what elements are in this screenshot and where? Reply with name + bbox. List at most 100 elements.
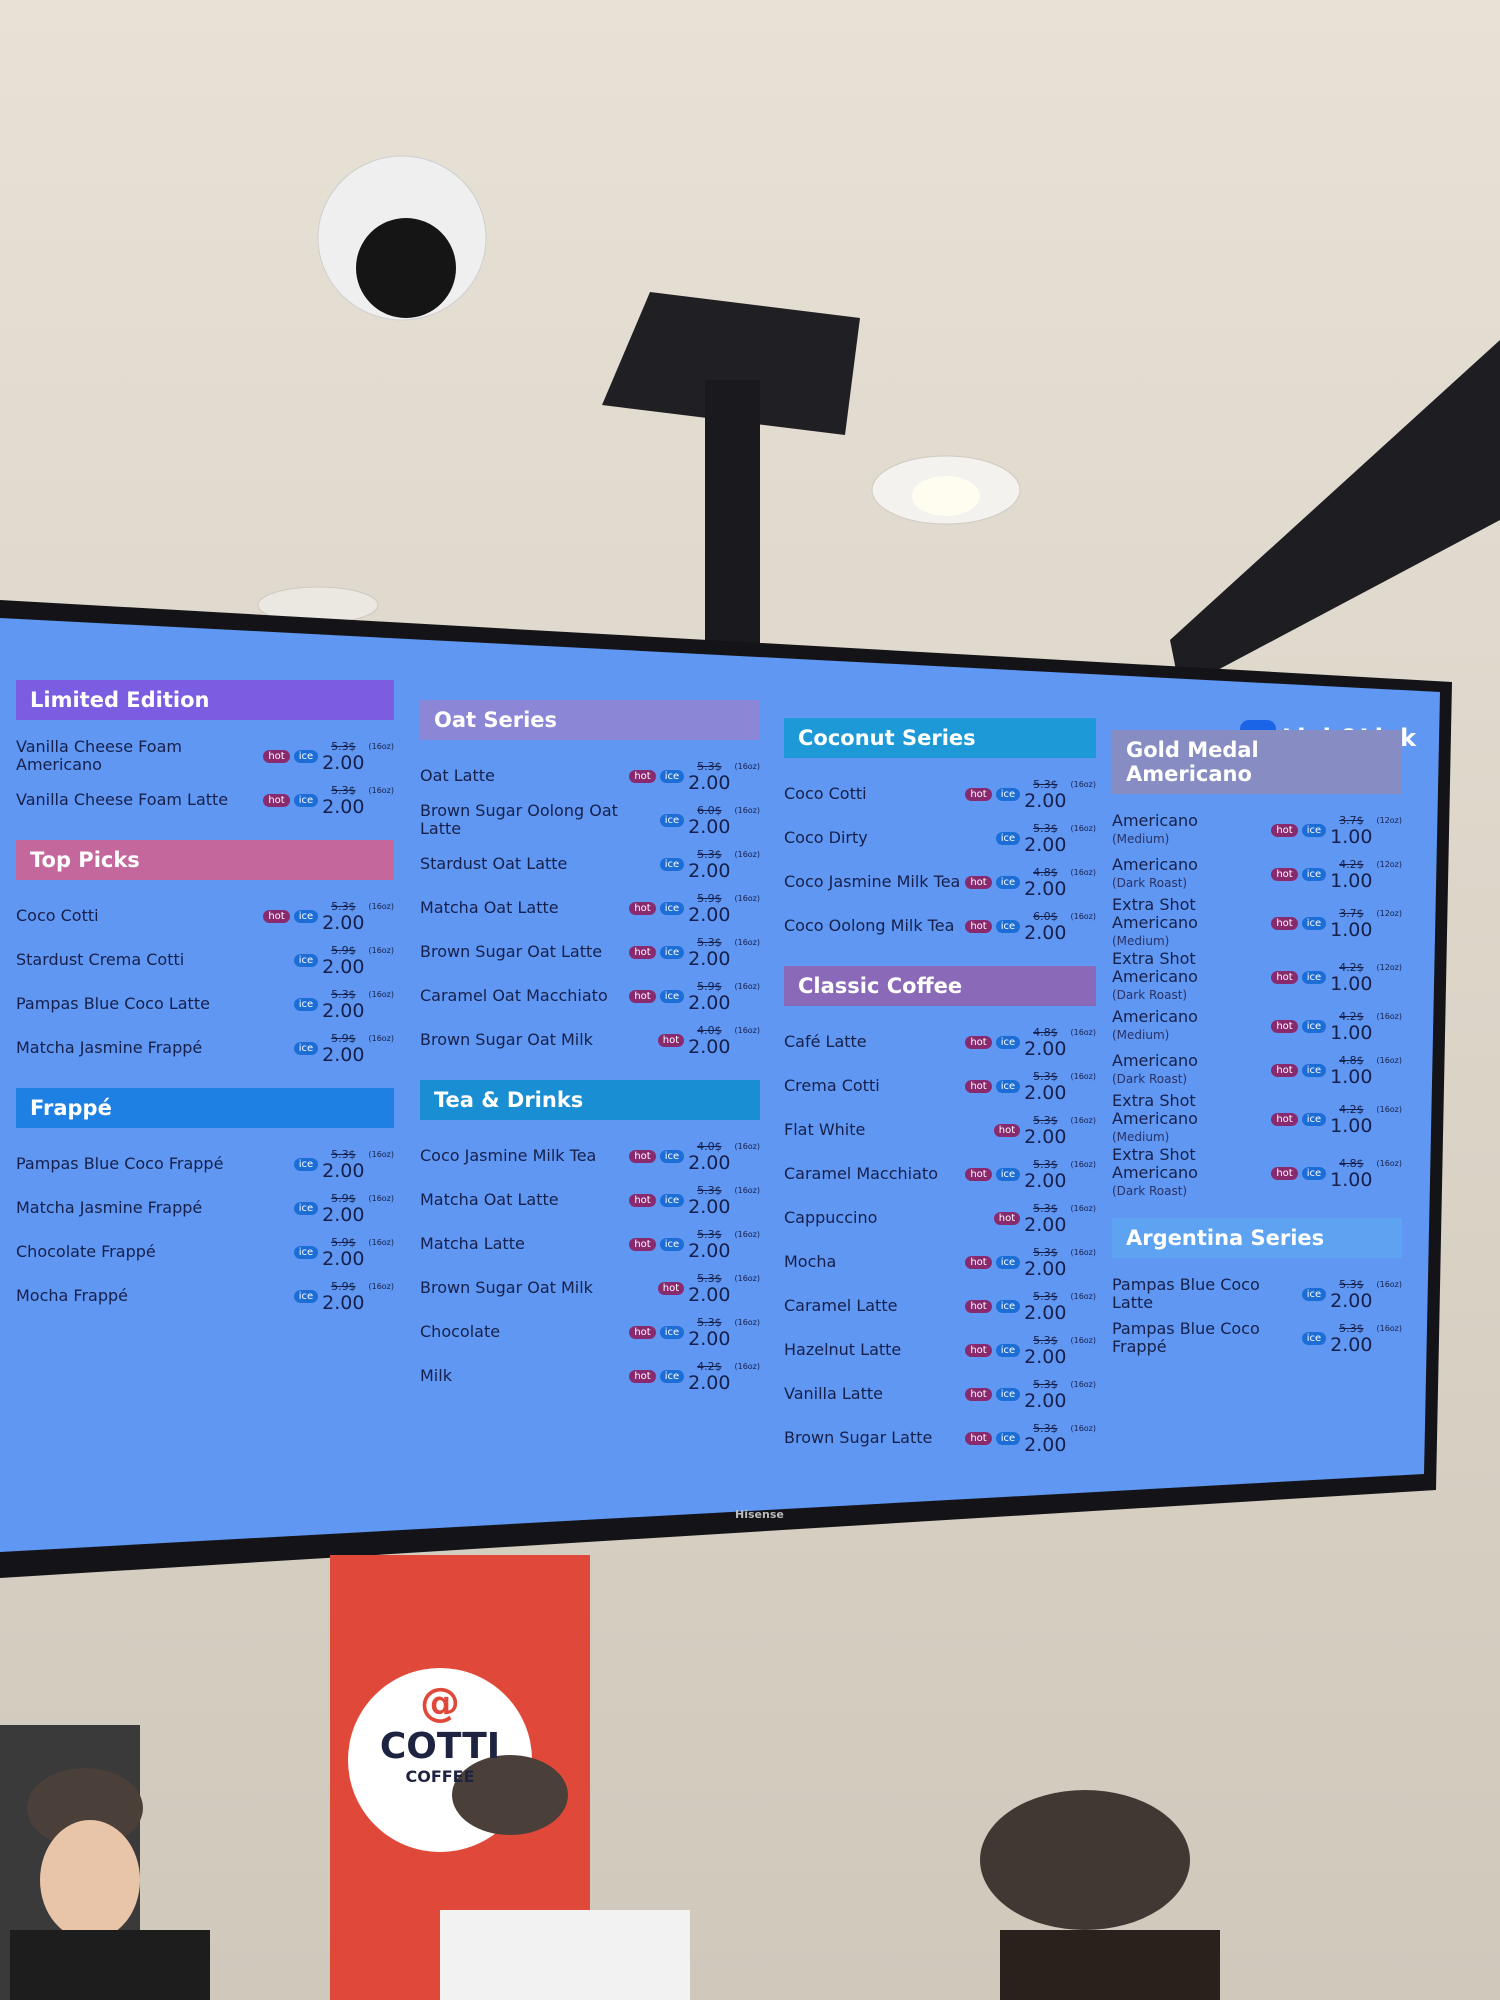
old-price: 4.2$	[697, 1359, 722, 1373]
new-price: 2.00	[688, 859, 731, 882]
menu-item: Extra Shot Americano (Medium) hot ice 4.2$ 1.…	[1112, 1092, 1402, 1146]
menu-section: Oat Series Oat Latte hot ice 5.3$ 2.00 (16oz) B…	[420, 700, 760, 1062]
item-label: Coco Dirty	[784, 829, 868, 847]
section-title: Tea & Drinks	[420, 1080, 760, 1120]
temperature-tag: ice	[659, 945, 685, 959]
temperature-tag: ice	[659, 769, 685, 783]
temperature-tag: ice	[293, 1157, 319, 1171]
new-price: 2.00	[1024, 1125, 1067, 1148]
item-price-area: hot ice 4.0$ 2.00 (16oz)	[629, 1140, 760, 1173]
item-name: Coco Cotti	[16, 906, 99, 925]
menu-item: Coco Jasmine Milk Tea hot ice 4.0$ 2.00 (16oz…	[420, 1134, 760, 1178]
new-price: 2.00	[688, 1371, 731, 1394]
new-price: 2.00	[688, 947, 731, 970]
item-price-area: ice 5.9$ 2.00 (16oz)	[293, 1032, 394, 1065]
item-name: Brown Sugar Oat Milk	[420, 1030, 593, 1049]
temperature-tag: ice	[995, 1343, 1021, 1357]
old-price: 3.7$	[1339, 813, 1364, 827]
old-price: 5.9$	[331, 1235, 356, 1249]
menu-item: Oat Latte hot ice 5.3$ 2.00 (16oz)	[420, 754, 760, 798]
item-name: Coco Oolong Milk Tea	[784, 916, 955, 935]
menu-item: Chocolate Frappé ice 5.9$ 2.00 (16oz)	[16, 1230, 394, 1274]
new-price: 2.00	[322, 1291, 365, 1314]
price: 4.0$ 2.00	[688, 1140, 730, 1173]
old-price: 5.3$	[697, 1315, 722, 1329]
item-note: (Dark Roast)	[1112, 1072, 1188, 1086]
price: 5.3$ 2.00	[688, 760, 730, 793]
temperature-tag: hot	[993, 1211, 1021, 1225]
section-title: Limited Edition	[16, 680, 394, 720]
temperature-tag: ice	[1301, 970, 1327, 984]
temperature-tag: ice	[995, 875, 1021, 889]
item-name: Pampas Blue Coco Frappé	[1112, 1319, 1260, 1356]
item-name: Extra Shot Americano	[1112, 949, 1198, 986]
price: 5.3$ 2.00	[1330, 1278, 1372, 1311]
item-label: Vanilla Latte	[784, 1385, 883, 1403]
new-price: 1.00	[1330, 918, 1373, 941]
temperature-tag: hot	[629, 901, 656, 915]
temperature-tag: hot	[263, 909, 290, 923]
old-price: 5.9$	[331, 1031, 356, 1045]
item-label: Brown Sugar Latte	[784, 1429, 932, 1447]
item-label: Americano (Dark Roast)	[1112, 856, 1198, 892]
old-price: 5.3$	[697, 935, 722, 949]
item-price-area: hot 5.3$ 2.00 (16oz)	[993, 1202, 1096, 1235]
section-title: Frappé	[16, 1088, 394, 1128]
item-price-area: hot ice 4.2$ 1.00 (16oz)	[1271, 1010, 1402, 1043]
old-price: 5.3$	[697, 1183, 722, 1197]
new-price: 2.00	[688, 815, 731, 838]
temperature-tag: hot	[263, 793, 290, 807]
item-name: Café Latte	[784, 1032, 867, 1051]
temperature-tag: ice	[995, 919, 1021, 933]
cup-size: (16oz)	[368, 785, 394, 795]
item-label: Matcha Jasmine Frappé	[16, 1039, 202, 1057]
price: 5.9$ 2.00	[322, 1032, 364, 1065]
temperature-tag: ice	[659, 857, 685, 871]
item-price-area: ice 5.3$ 2.00 (16oz)	[293, 988, 394, 1021]
new-price: 2.00	[1024, 789, 1067, 812]
section-title: Top Picks	[16, 840, 394, 880]
price: 4.2$ 1.00	[1330, 961, 1372, 994]
item-label: Brown Sugar Oat Milk	[420, 1031, 593, 1049]
cup-size: (16oz)	[734, 1141, 760, 1151]
price: 6.0$ 2.00	[688, 804, 730, 837]
price: 5.3$ 2.00	[322, 1148, 364, 1181]
menu-item: Caramel Oat Macchiato hot ice 5.9$ 2.00 (16oz…	[420, 974, 760, 1018]
menu-item: Hazelnut Latte hot ice 5.3$ 2.00 (16oz)	[784, 1328, 1096, 1372]
old-price: 4.2$	[1339, 857, 1364, 871]
new-price: 1.00	[1330, 1114, 1373, 1137]
temperature-tag: ice	[1301, 1063, 1327, 1077]
menu-item: Matcha Jasmine Frappé ice 5.9$ 2.00 (16oz)	[16, 1026, 394, 1070]
price: 5.3$ 2.00	[1024, 1114, 1066, 1147]
temperature-tag: ice	[1301, 1112, 1327, 1126]
new-price: 2.00	[688, 991, 731, 1014]
item-name: Matcha Oat Latte	[420, 1190, 559, 1209]
cup-size: (16oz)	[734, 1273, 760, 1283]
price: 3.7$ 1.00	[1330, 907, 1372, 940]
price: 4.2$ 1.00	[1330, 858, 1372, 891]
price: 5.3$ 2.00	[322, 988, 364, 1021]
menu-item: Café Latte hot ice 4.8$ 2.00 (16oz)	[784, 1020, 1096, 1064]
temperature-tag: ice	[293, 1245, 319, 1259]
item-name: Matcha Jasmine Frappé	[16, 1038, 203, 1057]
price: 5.3$ 2.00	[1024, 822, 1066, 855]
new-price: 2.00	[1024, 1169, 1067, 1192]
old-price: 5.3$	[331, 739, 356, 753]
item-price-area: ice 5.9$ 2.00 (16oz)	[293, 944, 394, 977]
temperature-tag: ice	[995, 1035, 1021, 1049]
menu-item: Extra Shot Americano (Medium) hot ice 3.7$ 1.…	[1112, 896, 1402, 950]
temperature-tag: ice	[995, 831, 1021, 845]
menu-item: Matcha Oat Latte hot ice 5.9$ 2.00 (16oz)	[420, 886, 760, 930]
price: 4.2$ 1.00	[1330, 1010, 1372, 1043]
tv-brand: Hisense	[735, 1508, 784, 1521]
temperature-tag: ice	[995, 1079, 1021, 1093]
item-price-area: ice 5.3$ 2.00 (16oz)	[293, 1148, 394, 1181]
old-price: 5.3$	[1033, 777, 1058, 791]
menu-section: Argentina Series Pampas Blue Coco Latte ic…	[1112, 1218, 1402, 1360]
menu-section: Limited Edition Vanilla Cheese Foam Ameri…	[16, 680, 394, 822]
temperature-tag: ice	[659, 1149, 685, 1163]
cap	[980, 1790, 1190, 1930]
old-price: 4.2$	[1339, 1009, 1364, 1023]
price: 5.3$ 2.00	[688, 1228, 730, 1261]
old-price: 5.9$	[697, 979, 722, 993]
